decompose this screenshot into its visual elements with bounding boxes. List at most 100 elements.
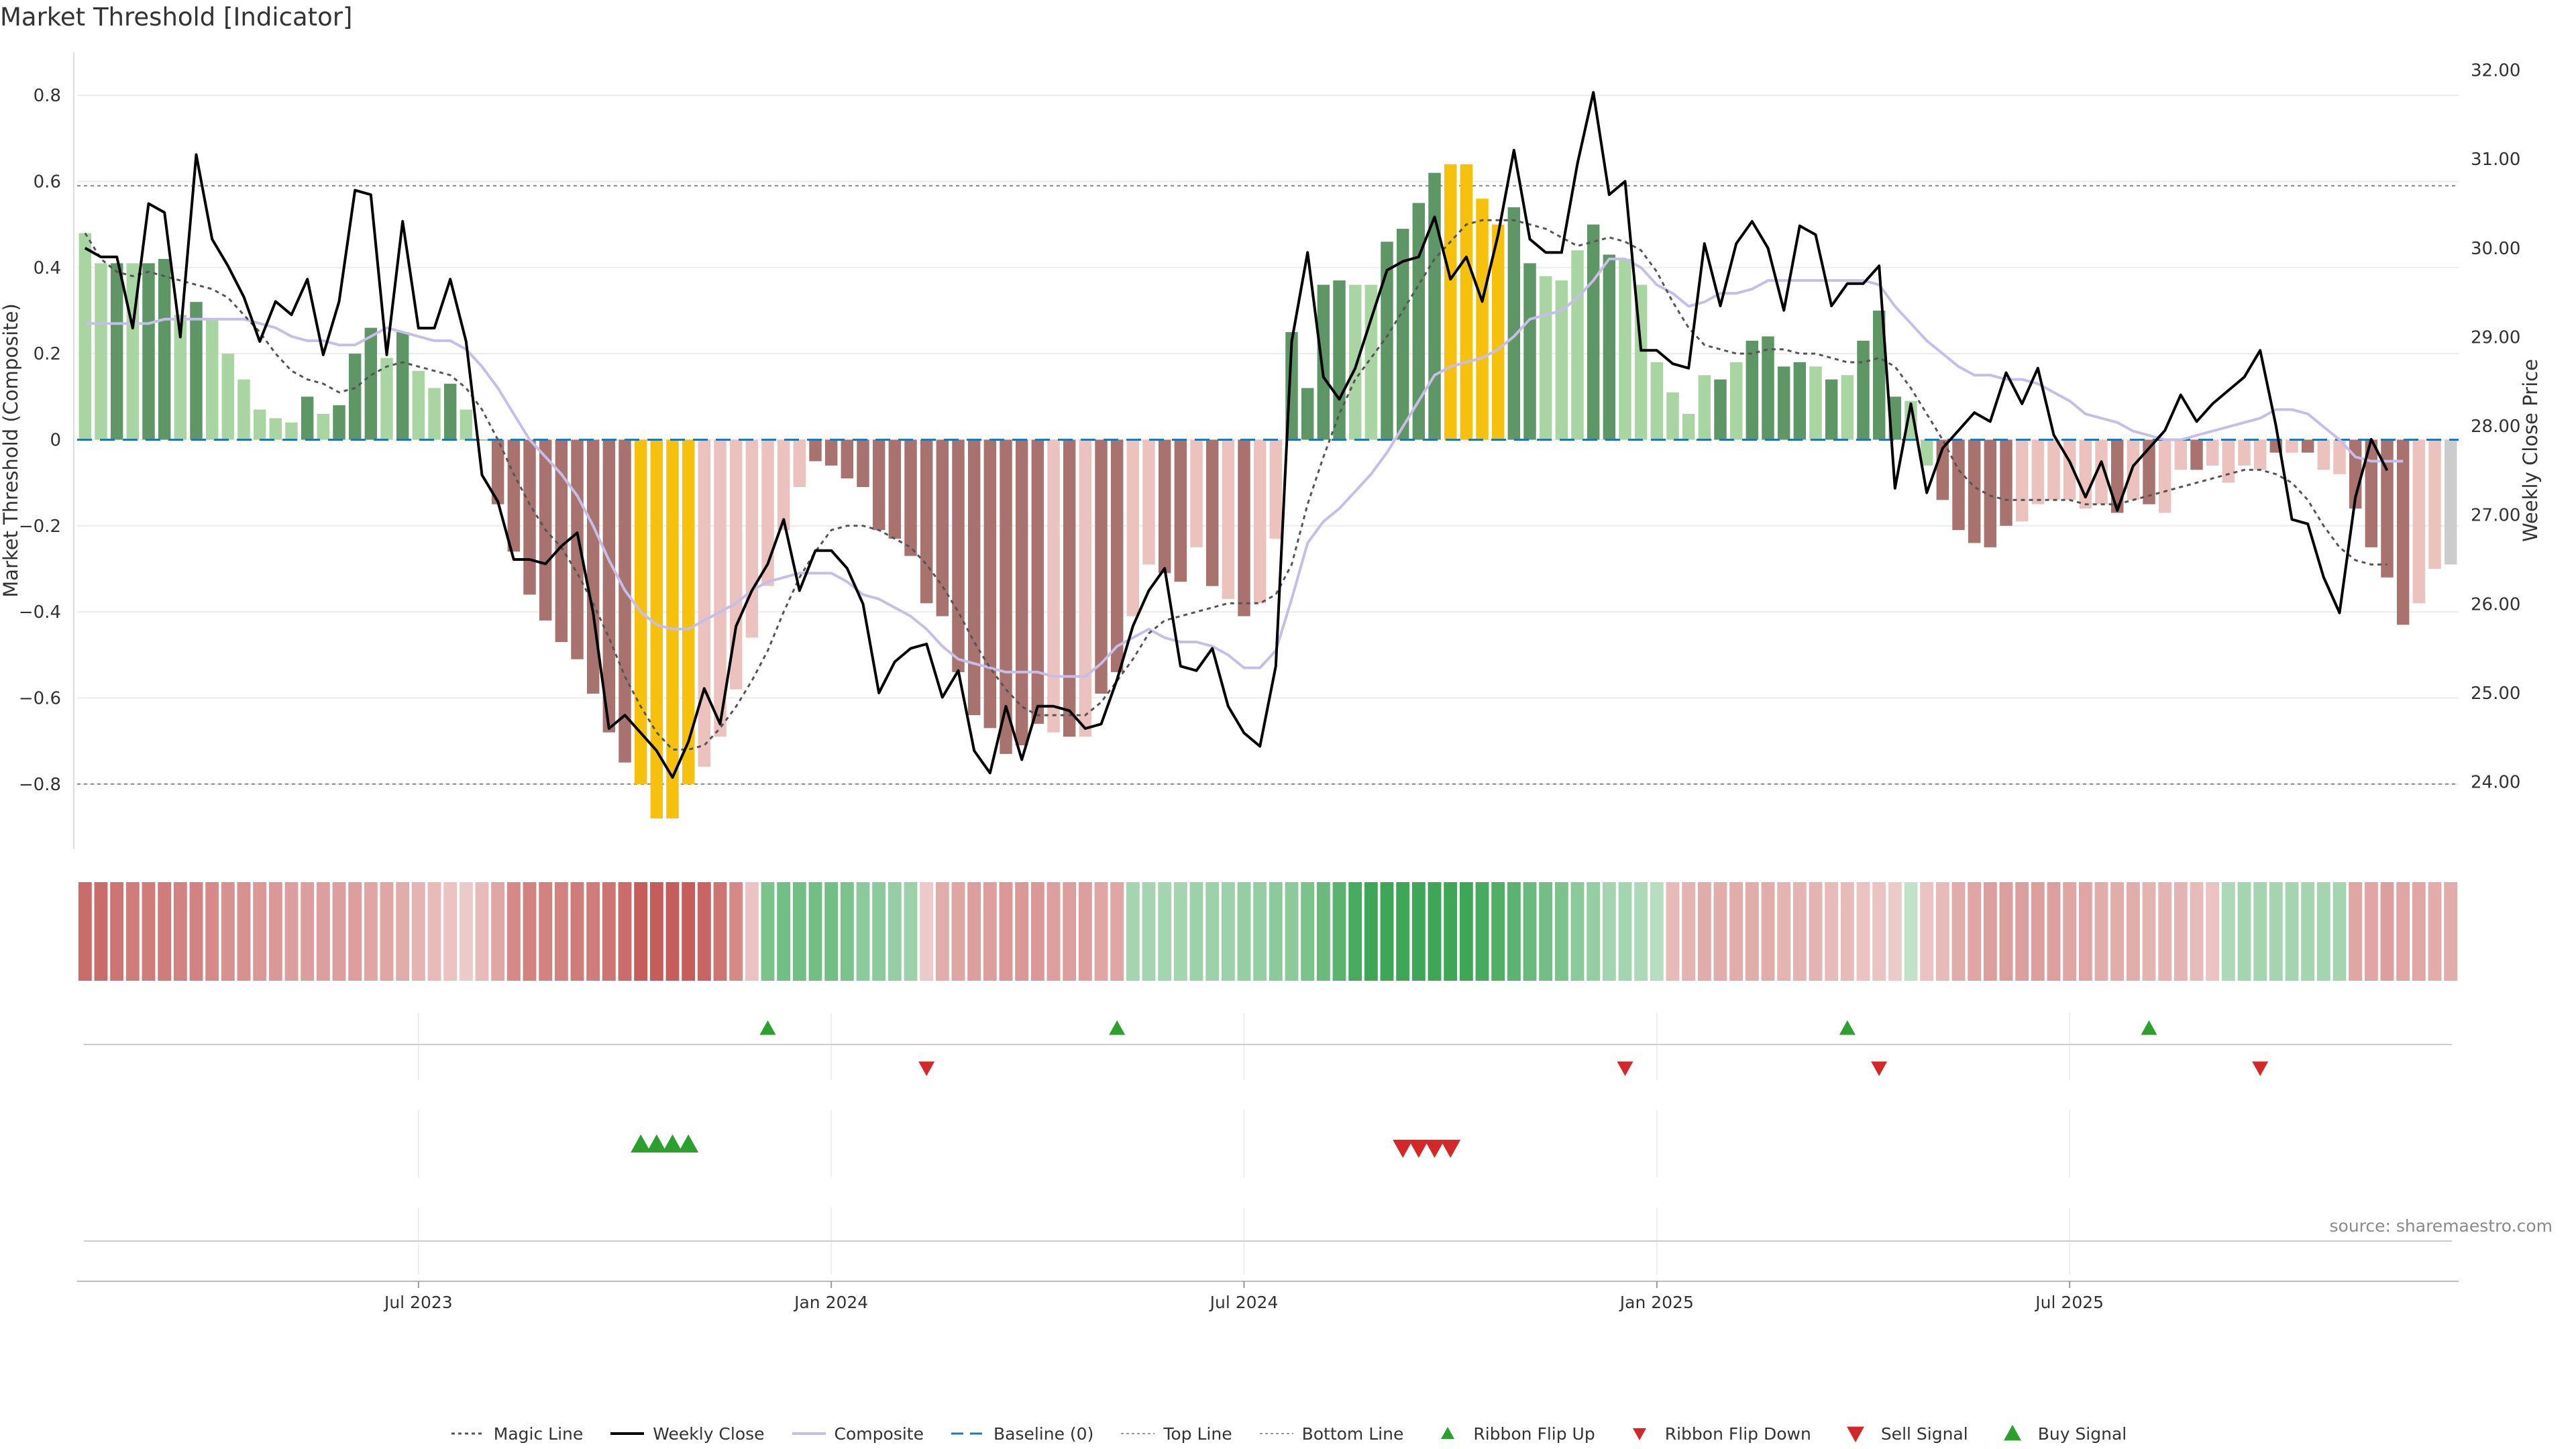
signals-layer (84, 1013, 2452, 1275)
ribbon-flip-down-marker (2252, 1061, 2269, 1076)
composite-bar (1762, 336, 1774, 440)
ribbon-cell (983, 882, 997, 981)
composite-bar (888, 439, 902, 539)
chart-title: Market Threshold [Indicator] (0, 3, 353, 32)
chart-legend: Magic Line Weekly Close Composite Baseline … (0, 1424, 2576, 1444)
ribbon-cell (284, 882, 299, 981)
ribbon-cell (2221, 882, 2235, 981)
composite-bar (1222, 439, 1235, 599)
ribbon-cell (1634, 882, 1648, 981)
composite-bar (1793, 362, 1807, 440)
composite-bar (872, 439, 885, 531)
legend-label: Weekly Close (653, 1424, 765, 1444)
ribbon-flip-up-marker (2141, 1020, 2157, 1035)
x-tick-label: Jul 2025 (2034, 1293, 2104, 1312)
composite-bar (1412, 203, 1426, 440)
composite-bar (1015, 439, 1028, 746)
composite-bar (1809, 366, 1822, 440)
composite-bar (2238, 439, 2251, 466)
ribbon-cell (824, 882, 839, 981)
ribbon-cell (78, 882, 92, 981)
composite-bar (602, 439, 616, 733)
ribbon-cell (951, 882, 965, 981)
composite-bar (1063, 439, 1076, 737)
composite-bar (237, 379, 250, 440)
ribbon-cell (189, 882, 203, 981)
ribbon-cell (1587, 882, 1601, 981)
ribbon-cell (888, 882, 902, 981)
composite-bar (555, 439, 568, 643)
ribbon-cell (1491, 882, 1505, 981)
sell-signal-marker (1424, 1140, 1445, 1158)
composite-bar (174, 315, 187, 440)
composite-bar (2174, 439, 2188, 470)
ribbon-cell (1999, 882, 2013, 981)
ribbon-cell (2158, 882, 2172, 981)
ribbon-cell (1888, 882, 1902, 981)
ribbon-cell (1285, 882, 1299, 981)
ribbon-cell (872, 882, 886, 981)
legend-label: Buy Signal (2037, 1424, 2127, 1444)
composite-bar (1666, 392, 1679, 440)
ribbon-cell (1158, 882, 1172, 981)
composite-bar (221, 354, 235, 440)
composite-bar (1777, 366, 1790, 440)
legend-symbol (451, 1432, 485, 1435)
ribbon-cell (2285, 882, 2299, 981)
composite-bar (1047, 439, 1060, 733)
ribbon-cell (1015, 882, 1029, 981)
ribbon-cell (1094, 882, 1108, 981)
ribbon-cell (777, 882, 791, 981)
ribbon-cell (1380, 882, 1394, 981)
composite-bar (2222, 439, 2235, 483)
ribbon-cell (761, 882, 775, 981)
ribbon-cell (348, 882, 362, 981)
composite-bar (190, 302, 203, 440)
composite-bar (1460, 164, 1473, 440)
composite-bar (650, 439, 663, 819)
ribbon-cell (1078, 882, 1092, 981)
composite-bar (95, 263, 107, 440)
buy-signal-marker (646, 1134, 667, 1152)
composite-bar (1158, 439, 1171, 574)
legend-item: Sell Signal (1837, 1424, 1968, 1444)
ribbon-cell (2094, 882, 2108, 981)
ribbon-cell (2126, 882, 2140, 981)
composite-bar (2301, 439, 2314, 453)
ribbon-cell (2316, 882, 2330, 981)
composite-bar (1174, 439, 1187, 582)
legend-label: Sell Signal (1880, 1424, 1968, 1444)
legend-label: Magic Line (493, 1424, 584, 1444)
composite-bar (682, 439, 695, 784)
ribbon-cell (1221, 882, 1235, 981)
composite-bar (586, 439, 600, 694)
composite-bar (824, 439, 838, 466)
ribbon-cell (2412, 882, 2426, 981)
x-tick-label: Jul 2023 (383, 1293, 453, 1312)
composite-bar (348, 354, 362, 440)
ribbon-cell (1269, 882, 1283, 981)
composite-bar (698, 439, 711, 767)
ribbon-cell (221, 882, 235, 981)
composite-bar (920, 439, 933, 604)
ribbon-cell (2444, 882, 2458, 981)
ribbon-cell (205, 882, 219, 981)
composite-bar (1333, 280, 1346, 440)
x-tick-label: Jan 2025 (1619, 1293, 1694, 1312)
ribbon-cell (2206, 882, 2220, 981)
ribbon-cell (316, 882, 330, 981)
ribbon-cell (808, 882, 822, 981)
ribbon-cell (1792, 882, 1807, 981)
ribbon-cell (1237, 882, 1251, 981)
composite-bar (777, 439, 790, 531)
ribbon-cell (1761, 882, 1775, 981)
ribbon-cell (1745, 882, 1759, 981)
legend-item: Bottom Line (1258, 1424, 1403, 1444)
ribbon-cell (682, 882, 696, 981)
composite-bar (809, 439, 822, 462)
ribbon-cell (2301, 882, 2315, 981)
composite-bar (301, 396, 314, 440)
ribbon-cell (1046, 882, 1061, 981)
composite-bar (2110, 439, 2124, 513)
ribbon-cell (586, 882, 600, 981)
